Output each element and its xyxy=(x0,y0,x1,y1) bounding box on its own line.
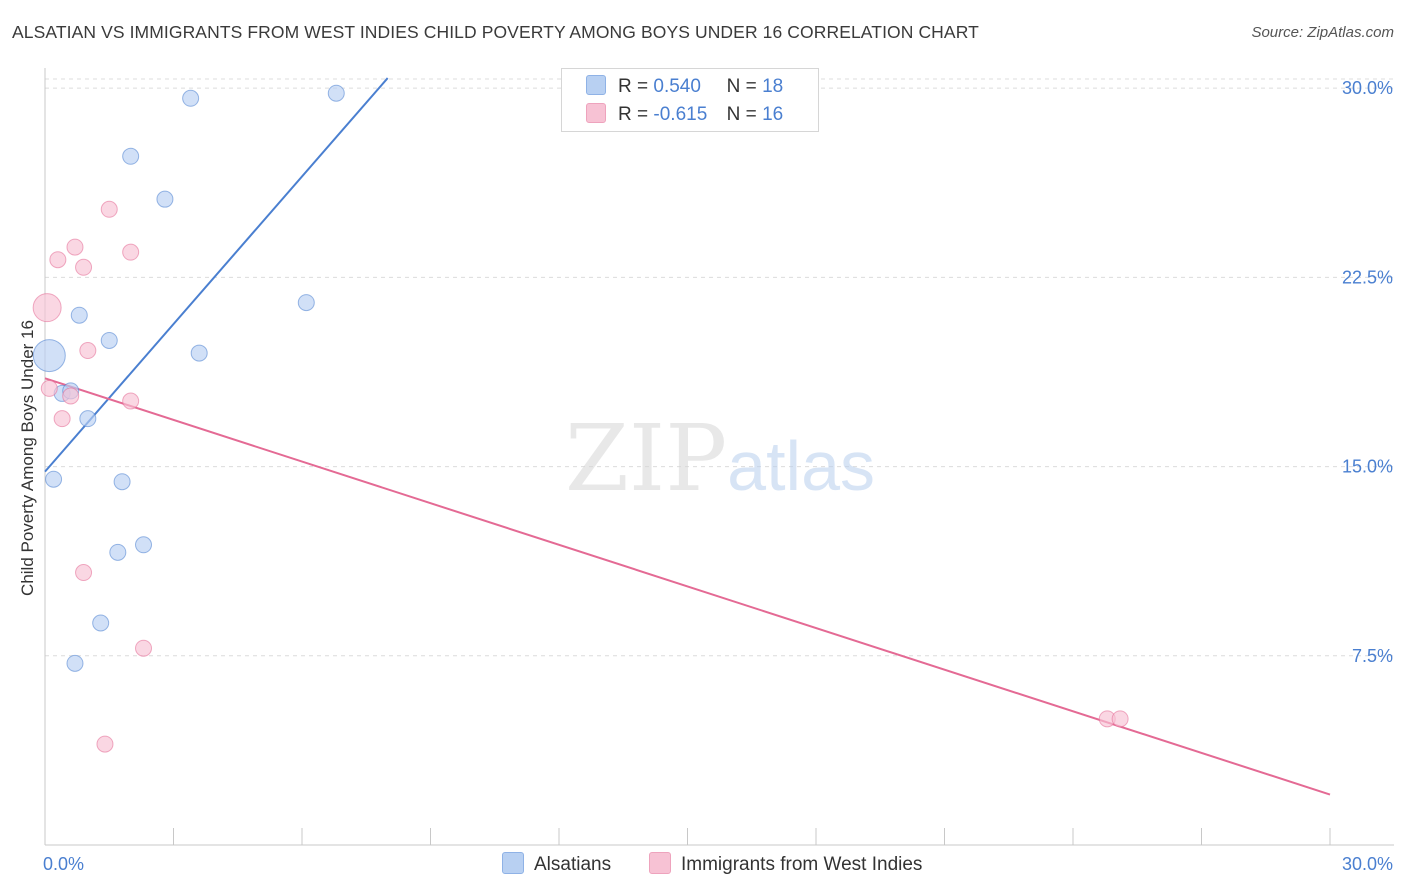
legend-label: Immigrants from West Indies xyxy=(681,854,923,875)
watermark-atlas: atlas xyxy=(727,427,875,505)
point-alsatians xyxy=(100,331,118,349)
point-west-indies xyxy=(62,387,80,405)
legend-r-value: 0.540 xyxy=(653,76,701,97)
point-west-indies xyxy=(135,639,153,657)
legend-n-value: 18 xyxy=(762,76,784,97)
point-west-indies xyxy=(100,200,118,218)
x-tick-label-max: 30.0% xyxy=(1342,854,1393,874)
point-alsatians xyxy=(92,614,110,632)
point-alsatians xyxy=(135,536,153,554)
point-west-indies xyxy=(32,293,62,323)
legend-swatch-pink xyxy=(586,103,606,123)
point-alsatians xyxy=(32,339,66,373)
legend-r-value: -0.615 xyxy=(653,104,708,125)
legend-n-label: N = xyxy=(726,76,757,97)
chart-source: Source: ZipAtlas.com xyxy=(1251,24,1394,41)
point-alsatians xyxy=(182,89,200,107)
axes xyxy=(44,68,1394,846)
chart-title: ALSATIAN VS IMMIGRANTS FROM WEST INDIES … xyxy=(12,22,979,42)
watermark: ZIPatlas xyxy=(565,405,875,512)
legend-swatch-blue xyxy=(502,852,524,874)
legend-item-alsatians[interactable]: Alsatians xyxy=(502,852,611,876)
point-west-indies xyxy=(49,251,67,269)
point-alsatians xyxy=(190,344,208,362)
point-west-indies xyxy=(40,379,58,397)
point-west-indies xyxy=(122,392,140,410)
point-alsatians xyxy=(113,473,131,491)
y-tick-label: 30.0% xyxy=(1342,78,1393,98)
data-points xyxy=(32,84,1129,753)
point-alsatians xyxy=(70,306,88,324)
legend-r-label: R = xyxy=(618,76,649,97)
point-alsatians xyxy=(156,190,174,208)
legend-swatch-blue xyxy=(586,75,606,95)
point-alsatians xyxy=(297,294,315,312)
point-west-indies xyxy=(75,258,93,276)
point-alsatians xyxy=(45,470,63,488)
point-west-indies xyxy=(53,410,71,428)
legend-r-label: R = xyxy=(618,104,649,125)
point-alsatians xyxy=(79,410,97,428)
point-west-indies xyxy=(122,243,140,261)
legend-item-west-indies[interactable]: Immigrants from West Indies xyxy=(649,852,922,876)
stats-legend: R = 0.540 N = 18 R = -0.615 N = 16 xyxy=(561,68,819,132)
point-west-indies xyxy=(96,735,114,753)
legend-swatch-pink xyxy=(649,852,671,874)
point-west-indies xyxy=(79,342,97,360)
point-west-indies xyxy=(1111,710,1129,728)
point-alsatians xyxy=(109,543,127,561)
grid-lines xyxy=(45,78,1394,657)
point-west-indies xyxy=(75,564,93,582)
point-alsatians xyxy=(327,84,345,102)
stats-legend-row-alsatians: R = 0.540 N = 18 xyxy=(586,75,783,98)
legend-label: Alsatians xyxy=(534,854,612,875)
point-alsatians xyxy=(122,147,140,165)
trend-line-alsatians xyxy=(44,77,389,473)
legend-n-value: 16 xyxy=(762,104,784,125)
watermark-zip: ZIP xyxy=(565,405,727,512)
y-tick-label: 22.5% xyxy=(1342,267,1393,287)
tick-labels: 7.5% 15.0% 22.5% 30.0% 0.0% 30.0% xyxy=(43,78,1393,874)
y-tick-label: 15.0% xyxy=(1342,457,1393,477)
y-tick-label: 7.5% xyxy=(1352,646,1393,666)
legend-n-label: N = xyxy=(726,104,757,125)
point-west-indies xyxy=(66,238,84,256)
x-tick-label-min: 0.0% xyxy=(43,854,84,874)
point-alsatians xyxy=(66,654,84,672)
stats-legend-row-west-indies: R = -0.615 N = 16 xyxy=(586,103,783,126)
